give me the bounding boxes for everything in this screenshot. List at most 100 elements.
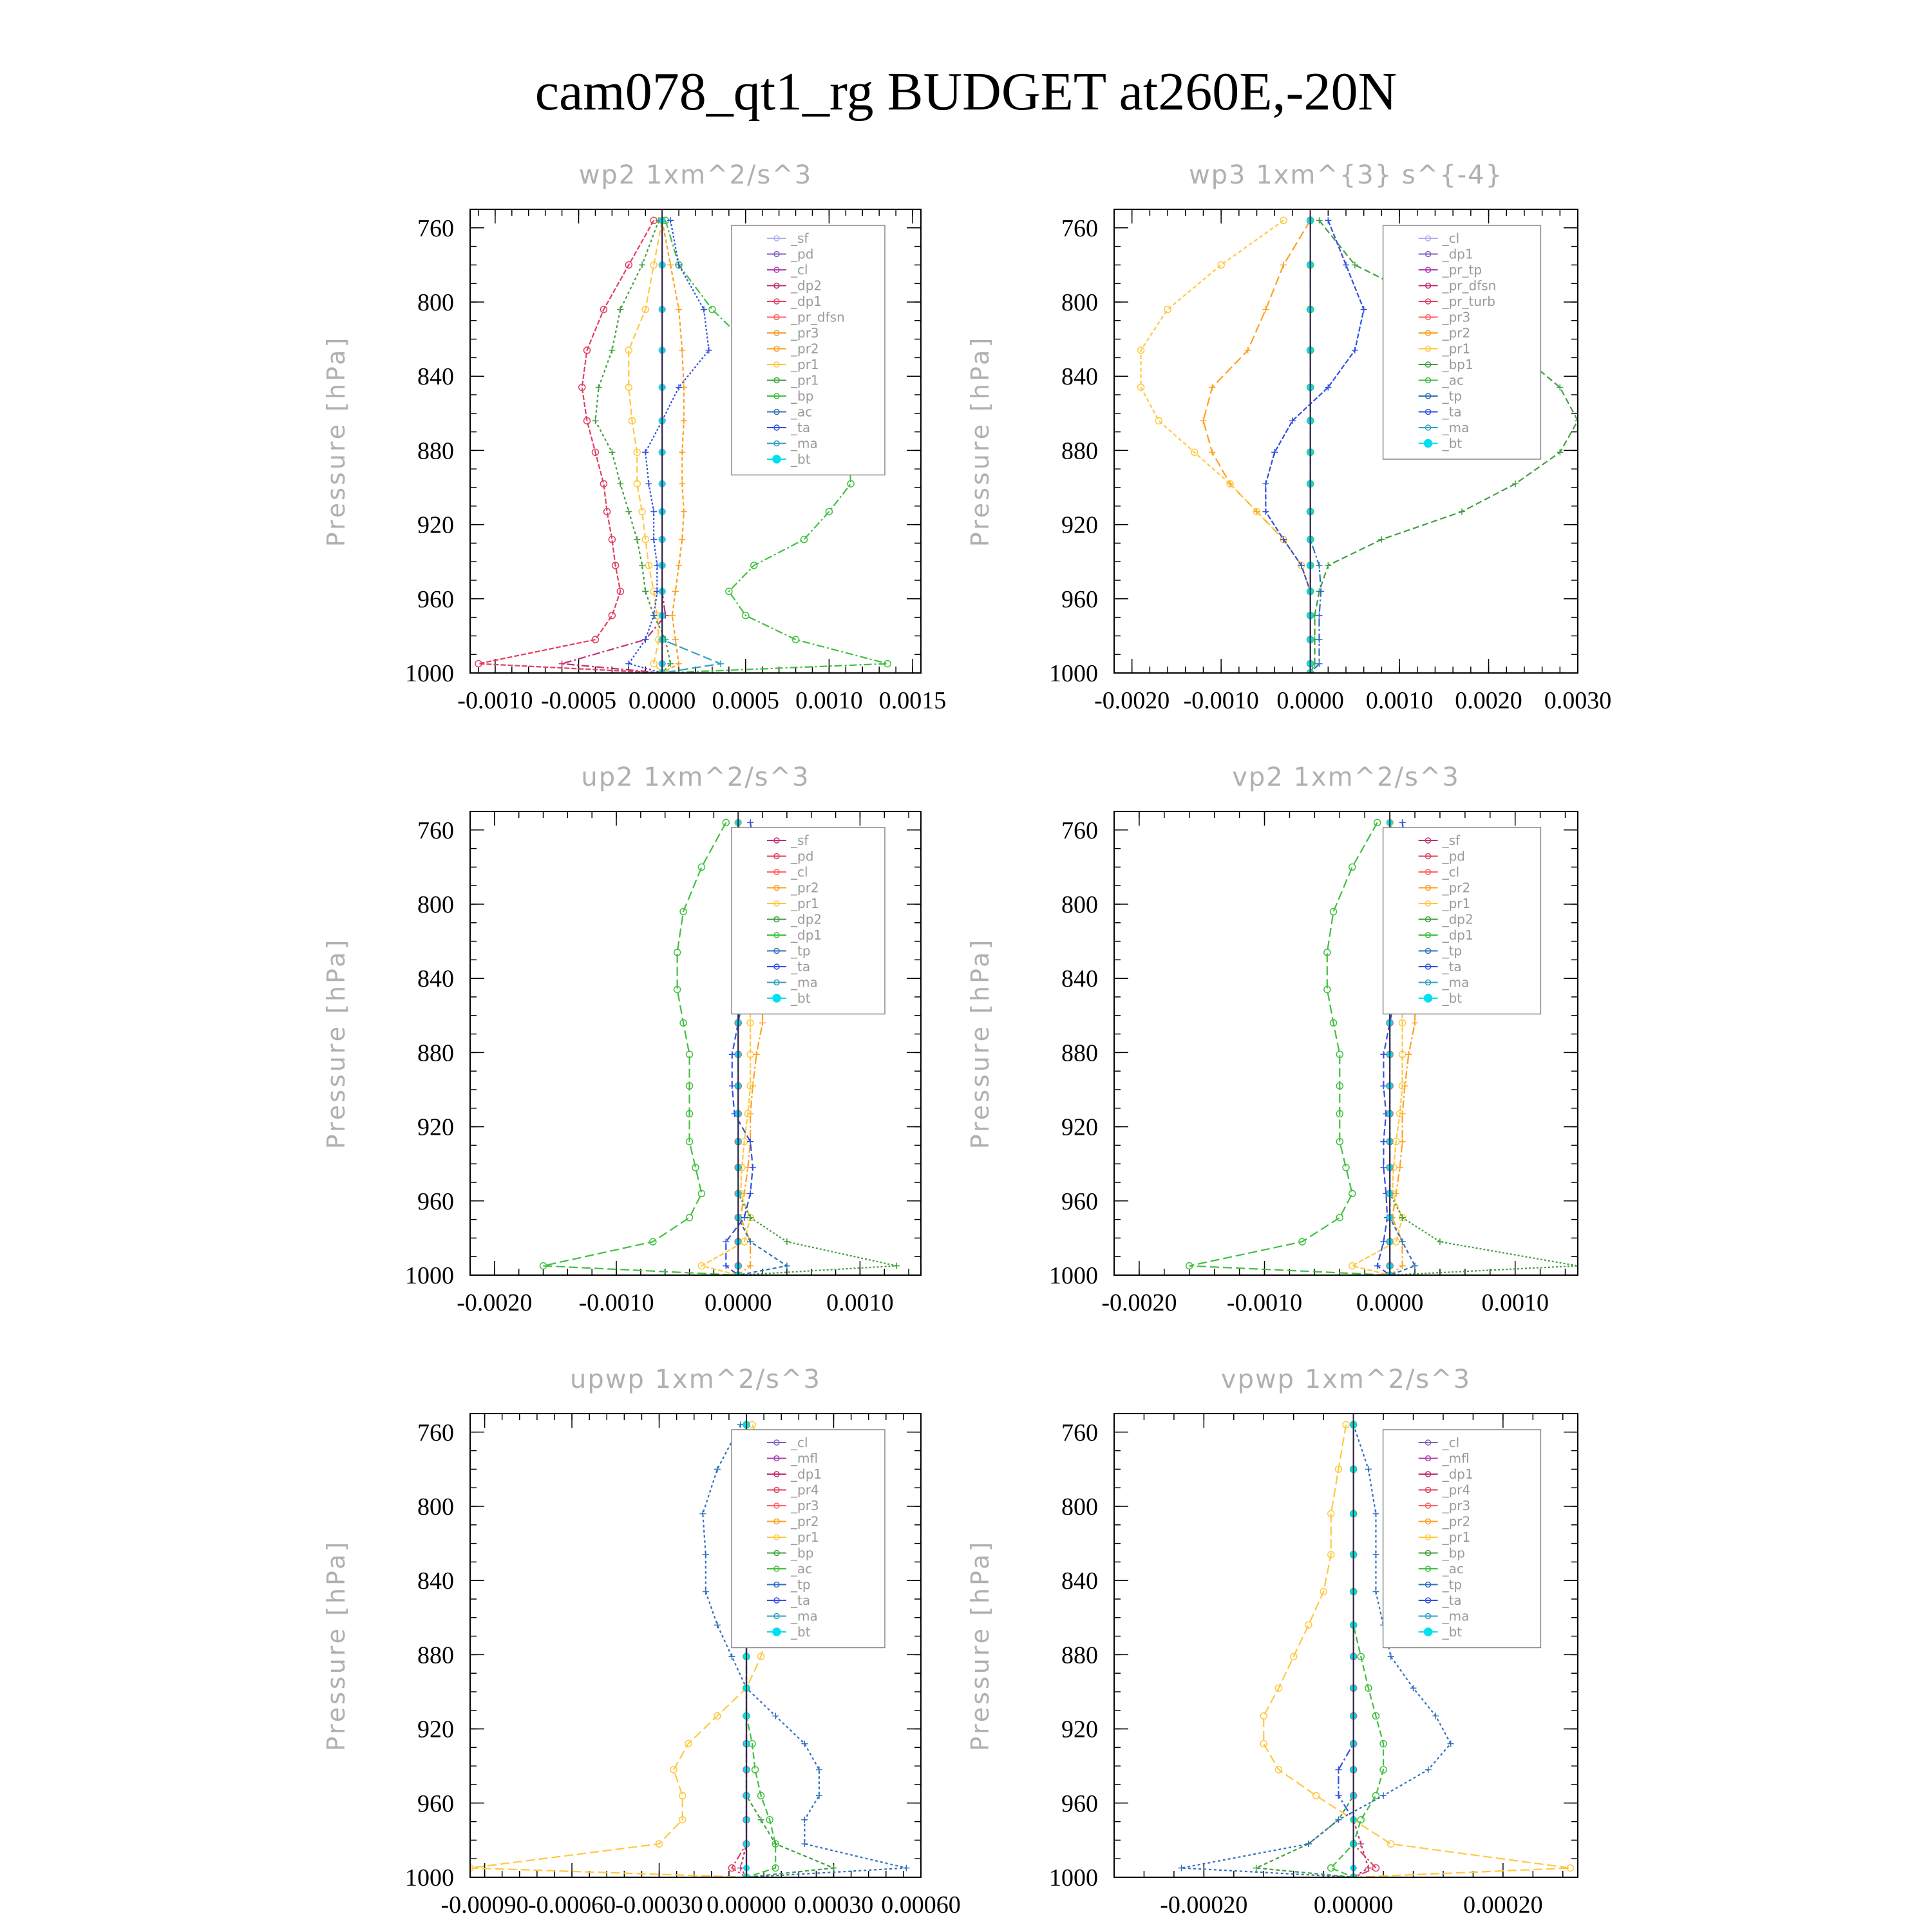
y-tick-label: 920 bbox=[417, 1114, 454, 1141]
data-point bbox=[1365, 1466, 1372, 1473]
y-tick-label: 800 bbox=[417, 1493, 454, 1520]
data-point bbox=[1164, 305, 1171, 314]
y-tick-label: 920 bbox=[417, 1716, 454, 1743]
data-point bbox=[676, 261, 683, 269]
data-point bbox=[757, 1653, 765, 1661]
legend-label: _ac bbox=[790, 404, 812, 420]
plot-frame bbox=[1113, 1413, 1578, 1878]
data-point bbox=[1316, 612, 1323, 619]
legend-marker bbox=[1425, 932, 1432, 938]
data-point bbox=[737, 1864, 744, 1871]
legend-marker bbox=[1425, 1597, 1432, 1604]
series-group bbox=[475, 209, 891, 673]
y-tick-label: 840 bbox=[417, 965, 454, 992]
data-point bbox=[617, 306, 624, 313]
legend-marker bbox=[1425, 963, 1432, 970]
data-point bbox=[611, 562, 620, 569]
legend-label: _cl bbox=[790, 864, 808, 880]
legend-label: _tp bbox=[790, 943, 811, 959]
legend-marker bbox=[1425, 1581, 1432, 1588]
data-point bbox=[1358, 1841, 1365, 1848]
legend-label: _pr3 bbox=[790, 1498, 819, 1513]
legend-label: _sf bbox=[790, 231, 809, 246]
legend-marker bbox=[773, 330, 780, 336]
data-point bbox=[670, 1766, 677, 1774]
legend-marker bbox=[773, 947, 780, 954]
legend-marker bbox=[773, 1566, 780, 1572]
x-tick-label: -0.00020 bbox=[1160, 1891, 1247, 1918]
data-point bbox=[1357, 1653, 1365, 1661]
data-point bbox=[705, 346, 712, 354]
legend-label: _pr2 bbox=[790, 880, 819, 896]
legend-marker bbox=[773, 1486, 780, 1493]
legend-marker bbox=[1425, 1439, 1432, 1446]
data-point bbox=[1178, 1864, 1185, 1871]
data-point bbox=[746, 1019, 754, 1027]
data-point bbox=[815, 1766, 822, 1773]
legend-marker bbox=[773, 298, 780, 305]
legend-label: _pr1 bbox=[790, 1530, 819, 1545]
data-point bbox=[617, 480, 624, 488]
data-point bbox=[679, 907, 687, 916]
legend-label: _dp1 bbox=[790, 927, 822, 943]
data-point bbox=[1399, 1262, 1406, 1269]
data-point bbox=[744, 1110, 752, 1118]
data-point bbox=[1351, 346, 1358, 354]
data-point bbox=[676, 384, 683, 391]
y-tick-label: 1000 bbox=[405, 660, 454, 687]
legend-label: _pr4 bbox=[790, 1482, 819, 1498]
y-axis-label: Pressure [hPa] bbox=[322, 938, 350, 1150]
legend: _sf_pd_cl_pr2_pr1_dp2_dp1_tp_ta_ma_bt bbox=[731, 827, 886, 1015]
data-point bbox=[1325, 384, 1332, 391]
legend-marker bbox=[773, 314, 780, 321]
legend-label: _ac bbox=[1442, 1561, 1464, 1577]
x-tick-label: 0.0030 bbox=[1544, 687, 1612, 714]
data-point bbox=[625, 383, 633, 392]
data-point bbox=[628, 417, 636, 425]
data-point bbox=[1274, 1766, 1283, 1774]
data-point bbox=[1289, 1653, 1298, 1661]
data-point bbox=[728, 1083, 735, 1090]
data-point bbox=[633, 448, 641, 457]
legend-label: _bt bbox=[1442, 1624, 1463, 1640]
panel-title: up2 1xm^2/s^3 bbox=[581, 762, 810, 792]
y-tick-label: 800 bbox=[1061, 1493, 1098, 1520]
legend-marker bbox=[1423, 439, 1433, 448]
data-point bbox=[625, 261, 633, 269]
data-point bbox=[1316, 217, 1323, 224]
legend-label: _dp2 bbox=[790, 278, 822, 294]
data-point bbox=[1327, 1510, 1335, 1518]
data-point bbox=[684, 1739, 692, 1748]
data-point bbox=[642, 449, 649, 456]
legend-label: _ta bbox=[1442, 1593, 1462, 1608]
legend-box bbox=[731, 225, 886, 476]
legend-label: _bt bbox=[790, 451, 811, 467]
data-point bbox=[1327, 1864, 1335, 1872]
data-point bbox=[1329, 1019, 1338, 1027]
y-tick-label: 960 bbox=[417, 586, 454, 613]
data-point bbox=[673, 985, 681, 994]
data-point bbox=[714, 1712, 721, 1720]
data-point bbox=[667, 261, 674, 269]
legend-marker bbox=[772, 455, 781, 464]
legend-label: _pr2 bbox=[1442, 1514, 1471, 1530]
legend-label: _ma bbox=[1442, 1609, 1470, 1624]
data-point bbox=[747, 1190, 754, 1197]
data-point bbox=[592, 417, 599, 424]
data-point bbox=[903, 1864, 910, 1871]
data-point bbox=[1399, 1238, 1406, 1245]
series-line bbox=[702, 1424, 907, 1877]
legend-marker bbox=[1425, 267, 1432, 273]
data-point bbox=[1280, 261, 1287, 269]
data-point bbox=[600, 305, 608, 314]
legend-marker bbox=[772, 994, 781, 1003]
data-point bbox=[749, 1164, 756, 1171]
legend-label: _pr2 bbox=[790, 1514, 819, 1530]
legend-label: _ta bbox=[1442, 404, 1462, 420]
y-tick-label: 1000 bbox=[405, 1864, 454, 1891]
data-point bbox=[1410, 1685, 1417, 1692]
data-point bbox=[680, 508, 687, 515]
data-point bbox=[747, 1238, 754, 1245]
data-point bbox=[1398, 1050, 1406, 1059]
data-point bbox=[1412, 1019, 1419, 1027]
